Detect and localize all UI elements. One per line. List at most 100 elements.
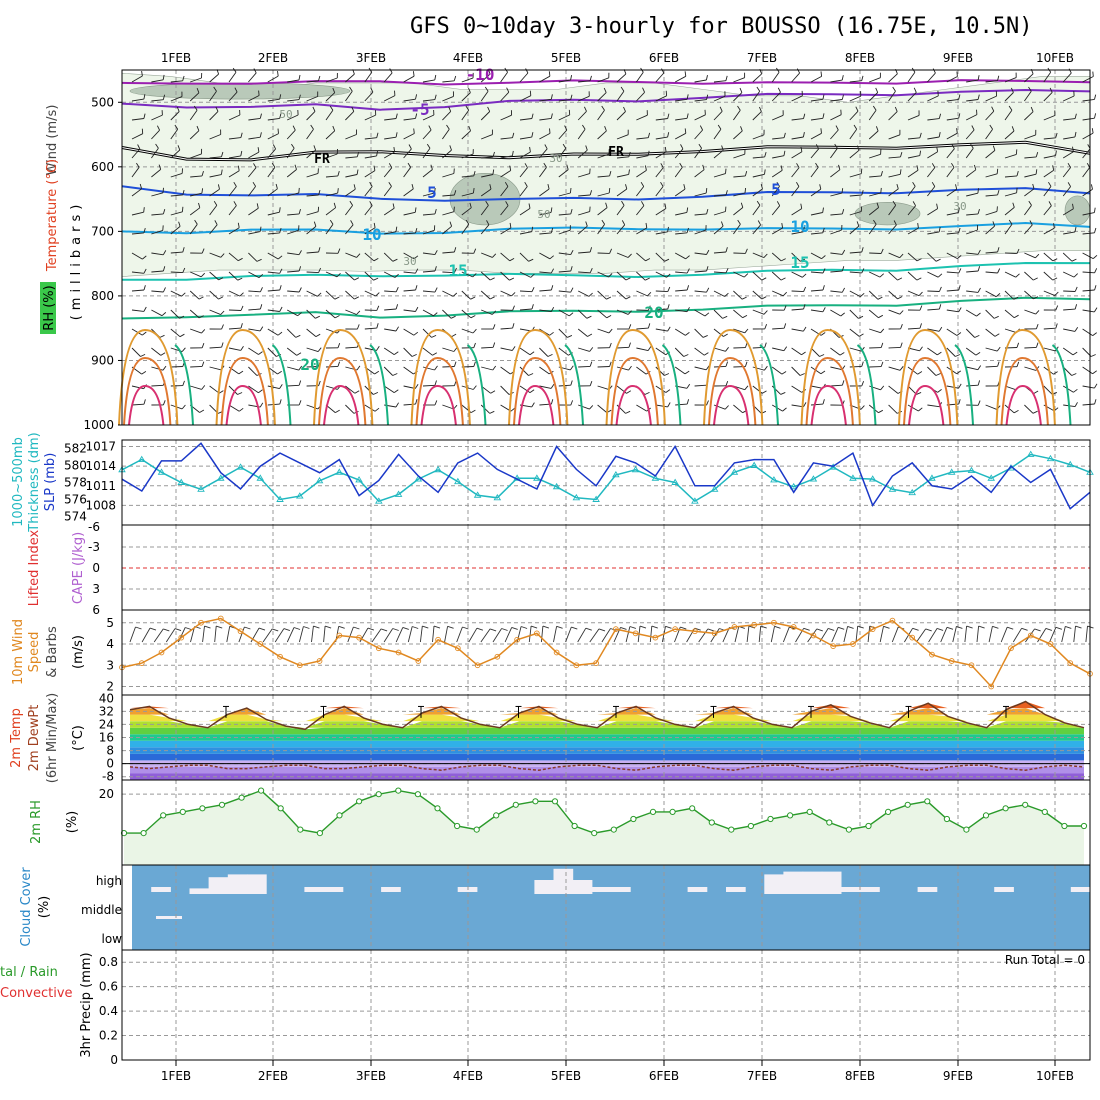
- wind-barb: [597, 175, 610, 178]
- thickness-series-point: [177, 478, 186, 485]
- wind-barb: [1024, 73, 1034, 83]
- wind10m-series-point: [692, 628, 698, 635]
- warm-contour: [508, 328, 569, 426]
- date-label: 2FEB: [258, 1069, 288, 1083]
- warm-contour: [323, 384, 360, 426]
- wind-barb-feather: [179, 315, 185, 319]
- wind-barb: [907, 186, 916, 197]
- wind-barb-feather: [686, 307, 690, 312]
- wind-barb-feather: [756, 86, 761, 92]
- wind-barb-feather: [143, 94, 146, 100]
- wind-barb-feather: [582, 124, 586, 130]
- wind-barb-feather: [938, 326, 943, 332]
- rh2m-point: [258, 787, 265, 794]
- wind-barb-feather: [725, 268, 729, 273]
- wind-barb-feather: [822, 207, 824, 213]
- li-tick-label: 0: [92, 561, 100, 575]
- wind-barb-feather: [640, 181, 645, 187]
- wind-barb-feather: [393, 147, 396, 153]
- wind-barb-feather: [644, 391, 650, 395]
- cloud-gap-high: [227, 874, 248, 894]
- wind-barb: [675, 98, 688, 102]
- wind-barb: [888, 188, 899, 197]
- wind-barb-feather: [1028, 86, 1032, 92]
- wind-barb-feather: [1067, 162, 1071, 168]
- wind10m-barb-feather: [966, 625, 973, 629]
- wind-barb-feather: [373, 222, 376, 228]
- wind-barb-feather: [725, 247, 728, 253]
- wind-barb-feather: [376, 132, 379, 138]
- wind-barb: [810, 309, 823, 313]
- wind-barb: [364, 186, 373, 197]
- wind-barb-feather: [159, 334, 165, 338]
- wind-barb-feather: [182, 267, 186, 273]
- wind-barb-feather: [956, 128, 958, 134]
- temp2m-tick-label: 24: [99, 717, 114, 731]
- wind-barb: [131, 98, 144, 102]
- wind-barb-feather: [317, 292, 322, 297]
- bottom-date-axis: 1FEB 2FEB 3FEB 4FEB 5FEB 6FEB 7FEB 8FEB 9FEB 10FE…: [161, 1060, 1074, 1083]
- wind-barb: [325, 271, 338, 278]
- wind-barb: [151, 309, 163, 317]
- wind-barb-feather: [860, 292, 865, 297]
- wind-barb: [442, 111, 452, 121]
- wind10m-series-point: [277, 653, 283, 660]
- wind-barb: [849, 328, 860, 337]
- wind-barb: [791, 385, 802, 393]
- wind-barb: [772, 347, 785, 352]
- wind-barb: [519, 385, 531, 393]
- wind-barb-feather: [392, 373, 398, 376]
- wind-barb: [888, 290, 898, 300]
- wind-barb: [888, 366, 901, 371]
- wind10m-barb: [855, 626, 859, 643]
- warm-contour: [1000, 356, 1049, 426]
- wind-barb-feather: [989, 124, 993, 130]
- wind10m-series-point: [375, 645, 382, 652]
- wind-barb-feather: [1032, 410, 1038, 414]
- wind-barb-feather: [686, 94, 689, 100]
- wind-barb-feather: [353, 184, 356, 190]
- wind-barb-feather: [277, 128, 279, 134]
- thickness-series-point: [394, 490, 403, 497]
- wind-barb: [1043, 169, 1054, 178]
- wind-barb: [675, 289, 688, 292]
- thickness-series-point: [157, 468, 166, 475]
- wind10m-barb: [746, 626, 750, 643]
- wind-barb-feather: [776, 181, 780, 187]
- rh2m-point: [728, 826, 735, 833]
- wind-barb-feather: [860, 405, 865, 410]
- wind-barb-feather: [411, 183, 414, 190]
- wind-barb-feather: [725, 168, 727, 174]
- wind-barb-feather: [237, 222, 240, 228]
- wind-barb-feather: [1074, 402, 1078, 407]
- wind-barb-feather: [819, 184, 822, 190]
- wind-barb: [500, 71, 508, 83]
- temp2m-tick-label: 0: [106, 757, 114, 771]
- wind10m-barb-feather: [936, 627, 944, 631]
- wind-barb-feather: [139, 183, 143, 189]
- rh2m-point: [669, 808, 676, 816]
- wind-barb: [733, 223, 741, 235]
- wind-barb: [752, 224, 761, 235]
- thickness-series-point: [612, 470, 620, 478]
- wind-barb-feather: [880, 170, 883, 177]
- cloud-level-label: high: [96, 874, 122, 888]
- wind10m-barb: [226, 626, 231, 643]
- wind-barb: [1043, 92, 1053, 102]
- wind-barb: [1004, 175, 1018, 178]
- wind-barb-feather: [370, 87, 374, 93]
- wind10m-barb: [625, 626, 631, 643]
- cloud-background: [132, 865, 1090, 950]
- wind-barb: [578, 365, 591, 368]
- wind-barb: [655, 151, 667, 159]
- wind-barb: [131, 75, 143, 83]
- wind-barb: [1004, 207, 1015, 216]
- wind-barb: [422, 169, 433, 178]
- wind-barb-feather: [975, 352, 981, 356]
- wind-barb-feather: [313, 221, 317, 227]
- wind-barb-feather: [996, 168, 999, 174]
- wind-barb: [1062, 385, 1074, 393]
- wind-barb-feather: [489, 410, 495, 414]
